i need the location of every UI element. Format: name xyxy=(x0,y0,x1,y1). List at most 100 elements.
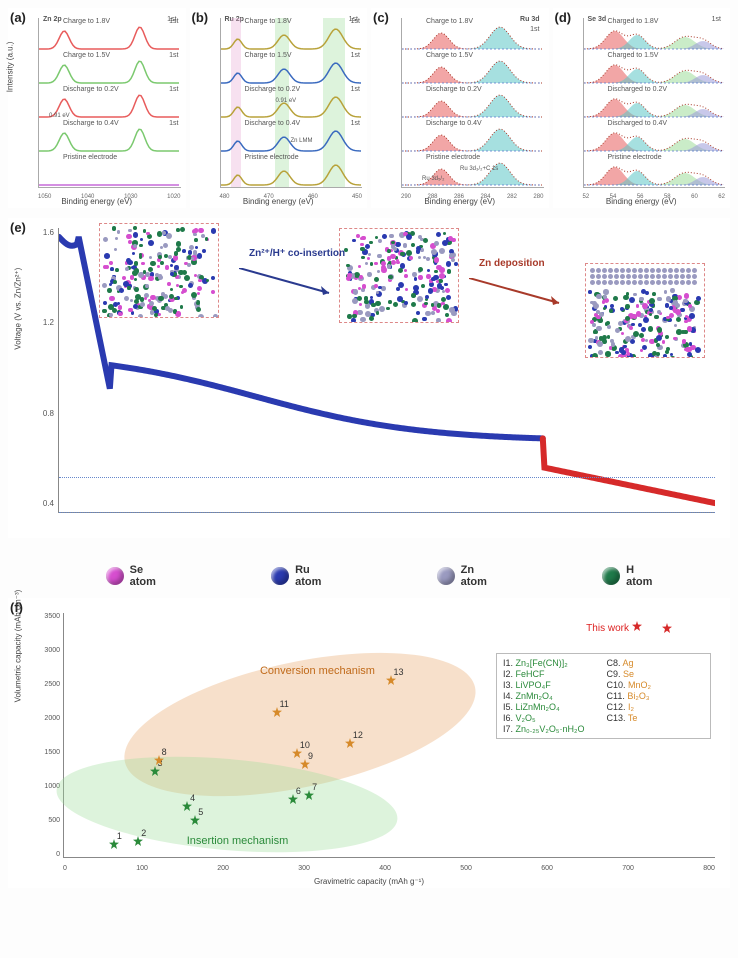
trace-cycle: 1st xyxy=(351,120,360,127)
panel-a: (a) Intensity (a.u.) Zn 2p 1st Charge to… xyxy=(8,8,186,208)
atom-name: Ruatom xyxy=(295,564,321,588)
panel-b-plot: Ru 2p 1st Charge to 1.8V1stCharge to 1.5… xyxy=(220,18,363,188)
data-point-label: 11 xyxy=(280,699,289,709)
trace-cycle: 1st xyxy=(169,120,178,127)
legend-item xyxy=(607,724,705,734)
panel-b-label: (b) xyxy=(192,10,209,25)
data-point xyxy=(150,766,158,774)
dashed-ref-line xyxy=(59,477,715,478)
atom-legend-item: Znatom xyxy=(437,564,487,588)
panel-e-plot: Zn²⁺/H⁺ co-insertion Zn deposition xyxy=(58,228,715,513)
trace-label: Discharge to 0.2V xyxy=(245,86,301,93)
trace-cycle: 1st xyxy=(169,86,178,93)
panel-a-annot: 0.91 eV xyxy=(49,113,70,119)
xtick: 52 xyxy=(583,194,590,200)
data-point-label: 4 xyxy=(190,793,195,803)
xtick: 450 xyxy=(352,194,362,200)
trace-label: Charge to 1.5V xyxy=(426,52,473,59)
trace-label: Pristine electrode xyxy=(63,154,117,161)
atom-ball-icon xyxy=(106,567,124,585)
data-point-label: 5 xyxy=(198,807,203,817)
trace-label: Pristine electrode xyxy=(608,154,662,161)
panel-f-yticks: 0500100015002000250030003500 xyxy=(38,613,60,858)
panel-f-ylabel: Volumetric capacity (mAh cm⁻³) xyxy=(14,590,23,703)
panel-e-label: (e) xyxy=(10,220,26,235)
xps-trace: Pristine electrode xyxy=(584,154,726,188)
inset-sim-3 xyxy=(585,263,705,358)
legend-item: I2. FeHCF xyxy=(503,669,601,679)
this-work-point xyxy=(662,623,670,631)
arrow-coinsertion xyxy=(239,268,334,298)
atom-legend-item: Ruatom xyxy=(271,564,321,588)
xps-trace: Pristine electrode xyxy=(39,154,181,188)
ytick: 2500 xyxy=(38,681,60,688)
panel-e-ylabel: Voltage (V vs. Zn/Zn²⁺) xyxy=(14,268,23,350)
ytick: 1.6 xyxy=(34,228,54,237)
trace-cycle: 1st xyxy=(169,18,178,25)
xtick: 62 xyxy=(718,194,725,200)
panel-c-annot2: Ru 3d₅/₂ xyxy=(422,176,444,182)
legend-item: C9. Se xyxy=(607,669,705,679)
xtick: 100 xyxy=(136,865,148,872)
ytick: 1500 xyxy=(38,749,60,756)
trace-label: Charged to 1.5V xyxy=(608,52,659,59)
atom-ball-icon xyxy=(602,567,620,585)
panel-e: (e) Voltage (V vs. Zn/Zn²⁺) 1.61.20.80.4… xyxy=(8,218,730,538)
trace-label: Charge to 1.8V xyxy=(426,18,473,25)
xtick: 400 xyxy=(379,865,391,872)
trace-cycle: 1st xyxy=(351,18,360,25)
atom-name: Znatom xyxy=(461,564,487,588)
trace-label: Discharge to 0.4V xyxy=(426,120,482,127)
xps-trace: Discharge to 0.4V1st xyxy=(221,120,363,154)
inset-sim-1 xyxy=(99,223,219,318)
panel-f-xlabel: Gravimetric capacity (mAh g⁻¹) xyxy=(314,877,424,886)
trace-cycle: 1st xyxy=(351,86,360,93)
atom-ball-icon xyxy=(271,567,289,585)
trace-label: Discharged to 0.2V xyxy=(608,86,668,93)
xps-trace: Charge to 1.8V 1st xyxy=(39,18,181,52)
trace-label: Pristine electrode xyxy=(245,154,299,161)
xps-trace: Pristine electrode xyxy=(221,154,363,188)
data-point xyxy=(154,755,162,763)
trace-label: Discharge to 0.2V xyxy=(426,86,482,93)
panel-c-xlabel: Binding energy (eV) xyxy=(424,197,495,206)
legend-item: I6. V₂O₅ xyxy=(503,713,601,723)
legend-item: C13. Te xyxy=(607,713,705,723)
ytick: 3000 xyxy=(38,647,60,654)
xps-trace: Discharged to 0.4V xyxy=(584,120,726,154)
panel-a-xlabel: Binding energy (eV) xyxy=(61,197,132,206)
trace-label: Charge to 1.8V xyxy=(245,18,292,25)
mechanism-label: Insertion mechanism xyxy=(187,835,289,847)
xps-trace: Discharge to 0.4V1st xyxy=(39,120,181,154)
panel-b-annot: Zn LMM xyxy=(291,138,313,144)
xps-trace: Discharged to 0.2V xyxy=(584,86,726,120)
xtick: 800 xyxy=(703,865,715,872)
panel-a-ylabel: Intensity (a.u.) xyxy=(6,42,15,93)
xtick: 600 xyxy=(541,865,553,872)
trace-label: Charge to 1.8V xyxy=(63,18,110,25)
xtick: 60 xyxy=(691,194,698,200)
xps-trace: Charge to 1.8V 1st xyxy=(221,18,363,52)
panel-d-plot: Se 3d 1st Charged to 1.8VCharged to 1.5V… xyxy=(583,18,726,188)
atom-legend-item: Seatom xyxy=(106,564,156,588)
data-point xyxy=(345,738,353,746)
panel-f: (f) Volumetric capacity (mAh cm⁻³) 05001… xyxy=(8,598,730,888)
arrow-deposition-label: Zn deposition xyxy=(479,258,545,269)
inset-sim-2 xyxy=(339,228,459,323)
xtick: 480 xyxy=(220,194,230,200)
legend-item: I4. ZnMn₂O₄ xyxy=(503,691,601,701)
panel-b-xlabel: Binding energy (eV) xyxy=(243,197,314,206)
panel-e-yticks: 1.61.20.80.4 xyxy=(34,228,54,508)
ytick: 0.8 xyxy=(34,409,54,418)
data-point-label: 9 xyxy=(308,751,313,761)
data-point-label: 2 xyxy=(141,828,146,838)
trace-label: Charge to 1.5V xyxy=(63,52,110,59)
legend-item: C10. MnO₂ xyxy=(607,680,705,690)
atom-legend: SeatomRuatomZnatomHatom xyxy=(48,564,710,588)
xtick: 500 xyxy=(460,865,472,872)
data-point-label: 13 xyxy=(394,667,404,677)
data-point xyxy=(386,675,394,683)
data-point xyxy=(288,794,296,802)
trace-cycle: 1st xyxy=(351,52,360,59)
data-point xyxy=(292,748,300,756)
